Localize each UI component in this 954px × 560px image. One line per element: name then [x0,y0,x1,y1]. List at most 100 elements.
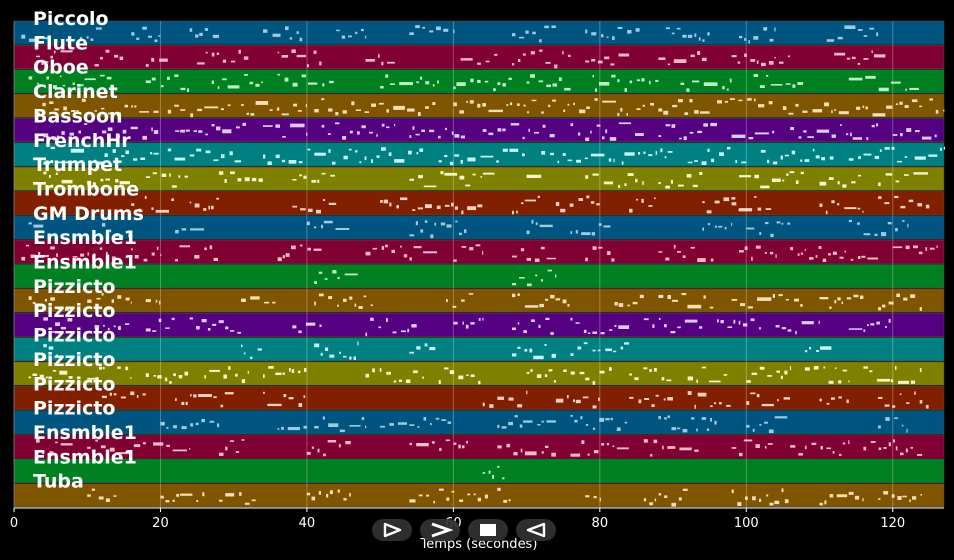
note [361,417,365,421]
note [655,394,659,397]
note [355,150,358,153]
note [891,494,895,498]
note [90,38,94,41]
note [590,201,595,204]
note [727,146,731,150]
note [185,129,190,132]
note [694,33,697,37]
note [612,445,615,447]
track-notes [43,122,937,141]
note [904,156,908,158]
note [477,497,481,502]
note [335,122,340,125]
note [913,172,928,175]
note [199,32,203,36]
note [760,149,766,153]
note [809,257,814,260]
note [298,403,303,407]
note [678,99,683,103]
note [652,324,655,328]
note [308,208,313,212]
note [629,80,633,84]
note [54,108,59,111]
note [761,403,774,407]
note [767,375,772,377]
note [891,379,894,383]
note [153,152,159,155]
note [156,246,159,250]
note [445,439,450,442]
note [386,318,388,322]
note [677,427,681,430]
note [567,103,570,106]
note [790,127,794,131]
note [421,129,425,132]
note [438,160,442,163]
note [918,251,923,255]
note [323,220,333,224]
note [84,78,96,81]
note [453,259,457,262]
note [670,331,676,334]
note [801,321,814,325]
note [797,253,800,256]
note [754,132,769,135]
note [567,54,571,57]
note [929,98,933,101]
note [172,499,175,502]
note [719,152,724,156]
note [482,103,486,107]
note [313,50,317,54]
note [455,220,458,223]
play-button[interactable] [372,519,412,541]
note [892,134,898,136]
note [707,148,710,152]
note [831,397,835,400]
note [592,331,597,334]
note [687,376,693,381]
note [597,60,603,64]
note [914,156,926,160]
note [745,496,748,500]
stop-button[interactable] [468,519,508,541]
note [307,64,309,68]
note [785,299,789,301]
note [371,103,376,107]
note [618,53,630,57]
note [197,108,203,112]
note [429,129,435,133]
note [800,159,803,162]
note [759,327,761,330]
note [120,396,126,399]
note [501,426,507,429]
note [863,58,869,60]
note [101,130,107,134]
note [706,210,712,214]
note [370,304,373,307]
note [520,448,523,453]
track-notes [28,73,919,92]
note [269,109,273,111]
rewind-button[interactable] [516,519,556,541]
note [136,395,139,398]
note [365,373,370,378]
note [223,374,227,379]
note [433,500,435,504]
note [726,404,731,407]
note [478,380,481,385]
note [477,62,481,65]
note [392,331,397,334]
note [909,87,919,90]
track-notes [101,390,929,409]
note [711,158,715,163]
note [42,84,46,87]
note [579,109,586,114]
note [870,323,875,326]
note [894,195,899,199]
note [117,112,121,117]
note [726,88,729,91]
note [878,425,881,429]
forward-button[interactable] [420,519,460,541]
note [541,111,544,114]
note [469,100,474,104]
